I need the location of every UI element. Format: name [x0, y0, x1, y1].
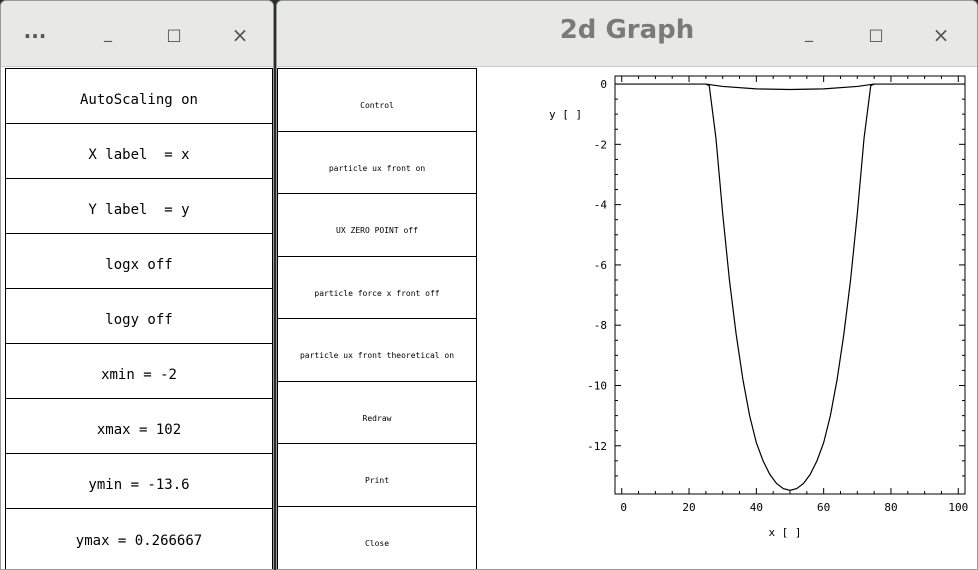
y-axis-label: y [ ] [549, 108, 582, 121]
series-line-1 [615, 83, 965, 492]
y-tick-label: -2 [594, 138, 607, 151]
control-button[interactable]: Control [278, 69, 476, 132]
particle-ux-front-button[interactable]: particle ux front on [278, 132, 476, 194]
graph-window: 2d Graph _ □ × Control particle ux front… [276, 0, 978, 570]
left-titlebar: ... _ □ × [1, 1, 273, 67]
y-label-button[interactable]: Y label = y [6, 179, 272, 234]
y-tick-label: -6 [594, 259, 607, 272]
x-label-button[interactable]: X label = x [6, 124, 272, 179]
particle-force-x-front-button[interactable]: particle force x front off [278, 257, 476, 319]
x-axis-ticks: 0 20 40 60 80 100 [620, 76, 968, 514]
maximize-button[interactable]: □ [166, 25, 182, 44]
y-axis-ticks: 0 -2 -4 -6 -8 -10 -12 [587, 78, 965, 477]
logy-button[interactable]: logy off [6, 289, 272, 344]
ux-zero-point-button[interactable]: UX ZERO POINT off [278, 194, 476, 257]
x-tick-label: 100 [948, 501, 968, 514]
particle-ux-front-theoretical-button[interactable]: particle ux front theoretical on [278, 319, 476, 382]
minimize-button[interactable]: _ [805, 23, 813, 42]
print-button[interactable]: Print [278, 444, 476, 507]
series-line-2 [705, 83, 875, 91]
autoscaling-button[interactable]: AutoScaling on [6, 69, 272, 124]
window-title: 2d Graph [559, 15, 695, 45]
x-tick-label: 60 [817, 501, 830, 514]
window-menu-button[interactable]: ... [23, 19, 47, 43]
ymin-button[interactable]: ymin = -13.6 [6, 454, 272, 509]
x-axis-label: x [ ] [768, 526, 801, 539]
axis-settings-list: AutoScaling on X label = x Y label = y l… [5, 68, 273, 569]
minimize-button[interactable]: _ [104, 23, 112, 42]
x-tick-label: 40 [750, 501, 763, 514]
x-tick-label: 20 [682, 501, 695, 514]
redraw-button[interactable]: Redraw [278, 382, 476, 444]
close-button[interactable]: Close [364, 539, 390, 549]
y-tick-label: -8 [594, 319, 607, 332]
ymax-button[interactable]: ymax = 0.266667 [75, 532, 203, 549]
graph-controls-list: Control particle ux front on UX ZERO POI… [277, 68, 477, 569]
y-tick-label: -10 [587, 379, 607, 392]
axis-settings-window: ... _ □ × AutoScaling on X label = x Y l… [0, 0, 274, 570]
close-window-button[interactable]: × [932, 23, 950, 47]
x-tick-label: 80 [884, 501, 897, 514]
plot-frame [614, 75, 966, 495]
graph-area: 0 20 40 60 80 100 0 -2 -4 -6 -8 -10 -12 y [ ] x [ ] [477, 68, 977, 569]
xmax-button[interactable]: xmax = 102 [6, 399, 272, 454]
series-group [615, 83, 965, 492]
y-tick-label: -12 [587, 440, 607, 453]
xmin-button[interactable]: xmin = -2 [6, 344, 272, 399]
logx-button[interactable]: logx off [6, 234, 272, 289]
line-chart: 0 20 40 60 80 100 0 -2 -4 -6 -8 -10 -12 y [ ] x [ ] [549, 75, 968, 539]
maximize-button[interactable]: □ [868, 25, 884, 44]
close-window-button[interactable]: × [231, 23, 249, 47]
y-tick-label: -4 [594, 199, 608, 212]
y-tick-label: 0 [600, 78, 607, 91]
graph-titlebar: 2d Graph _ □ × [277, 1, 977, 67]
x-tick-label: 0 [620, 501, 627, 514]
